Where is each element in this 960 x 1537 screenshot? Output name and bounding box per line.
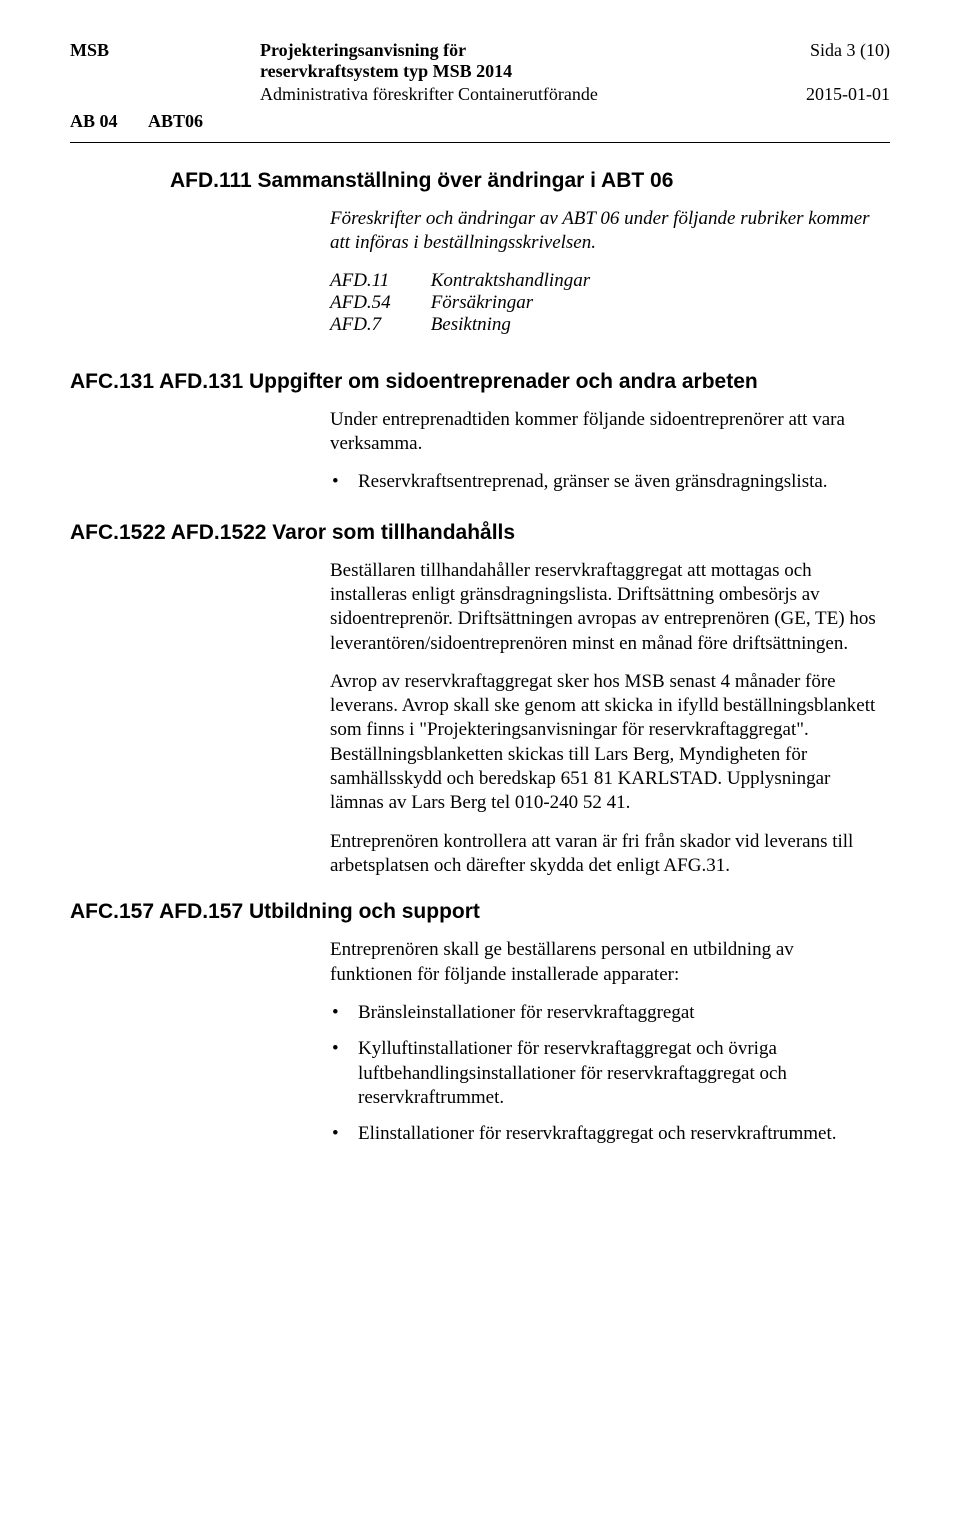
header-row-1: MSB Projekteringsanvisning för Sida 3 (1…	[70, 40, 890, 61]
header-org: MSB	[70, 40, 260, 61]
defs-key: AFD.7	[330, 314, 431, 336]
header-date: 2015-01-01	[740, 84, 890, 105]
heading-afc1522: AFC.1522 AFD.1522 Varor som tillhandahål…	[70, 521, 890, 545]
afc1522-p2: Avrop av reservkraftaggregat sker hos MS…	[330, 670, 880, 816]
afd111-intro: Föreskrifter och ändringar av ABT 06 und…	[330, 207, 880, 256]
defs-key: AFD.54	[330, 292, 431, 314]
list-item: Bränsleinstallationer för reservkraftagg…	[330, 1001, 880, 1025]
heading-afc157: AFC.157 AFD.157 Utbildning och support	[70, 900, 890, 924]
defs-row: AFD.11 Kontraktshandlingar	[330, 270, 590, 292]
header-row-4: AB 04 ABT06	[70, 111, 890, 132]
list-item: Reservkraftsentreprenad, gränser se även…	[330, 470, 880, 494]
header-page: Sida 3 (10)	[740, 40, 890, 61]
afd111-defs: AFD.11 Kontraktshandlingar AFD.54 Försäk…	[330, 270, 590, 336]
list-item: Elinstallationer för reservkraftaggregat…	[330, 1122, 880, 1146]
header-title-1: Projekteringsanvisning för	[260, 40, 740, 61]
heading-afc131: AFC.131 AFD.131 Uppgifter om sidoentrepr…	[70, 370, 890, 394]
afc157-p1: Entreprenören skall ge beställarens pers…	[330, 938, 880, 987]
afc131-list: Reservkraftsentreprenad, gränser se även…	[330, 470, 880, 494]
header-row-2: reservkraftsystem typ MSB 2014	[70, 61, 890, 82]
header-title-2: reservkraftsystem typ MSB 2014	[260, 61, 740, 82]
list-item: Kylluftinstallationer för reservkraftagg…	[330, 1037, 880, 1110]
block-afc1522: Beställaren tillhandahåller reservkrafta…	[330, 559, 880, 879]
afc1522-p1: Beställaren tillhandahåller reservkrafta…	[330, 559, 880, 656]
header-refs: AB 04 ABT06	[70, 111, 260, 132]
defs-val: Kontraktshandlingar	[431, 270, 590, 292]
header-ref-left: AB 04	[70, 111, 118, 131]
afc1522-p3: Entreprenören kontrollera att varan är f…	[330, 830, 880, 879]
page: MSB Projekteringsanvisning för Sida 3 (1…	[0, 0, 960, 1209]
block-afd111: Föreskrifter och ändringar av ABT 06 und…	[330, 207, 880, 336]
header-ref-right: ABT06	[148, 111, 203, 131]
heading-afd111: AFD.111 Sammanställning över ändringar i…	[170, 169, 890, 193]
header-blank-3	[70, 84, 260, 105]
defs-row: AFD.54 Försäkringar	[330, 292, 590, 314]
header-rule	[70, 142, 890, 143]
defs-key: AFD.11	[330, 270, 431, 292]
header-row-3: Administrativa föreskrifter Containerutf…	[70, 84, 890, 105]
defs-row: AFD.7 Besiktning	[330, 314, 590, 336]
defs-val: Försäkringar	[431, 292, 590, 314]
afc157-list: Bränsleinstallationer för reservkraftagg…	[330, 1001, 880, 1147]
header-subtitle: Administrativa föreskrifter Containerutf…	[260, 84, 740, 105]
block-afc157: Entreprenören skall ge beställarens pers…	[330, 938, 880, 1146]
block-afc131: Under entreprenadtiden kommer följande s…	[330, 408, 880, 495]
afc131-p1: Under entreprenadtiden kommer följande s…	[330, 408, 880, 457]
defs-val: Besiktning	[431, 314, 590, 336]
